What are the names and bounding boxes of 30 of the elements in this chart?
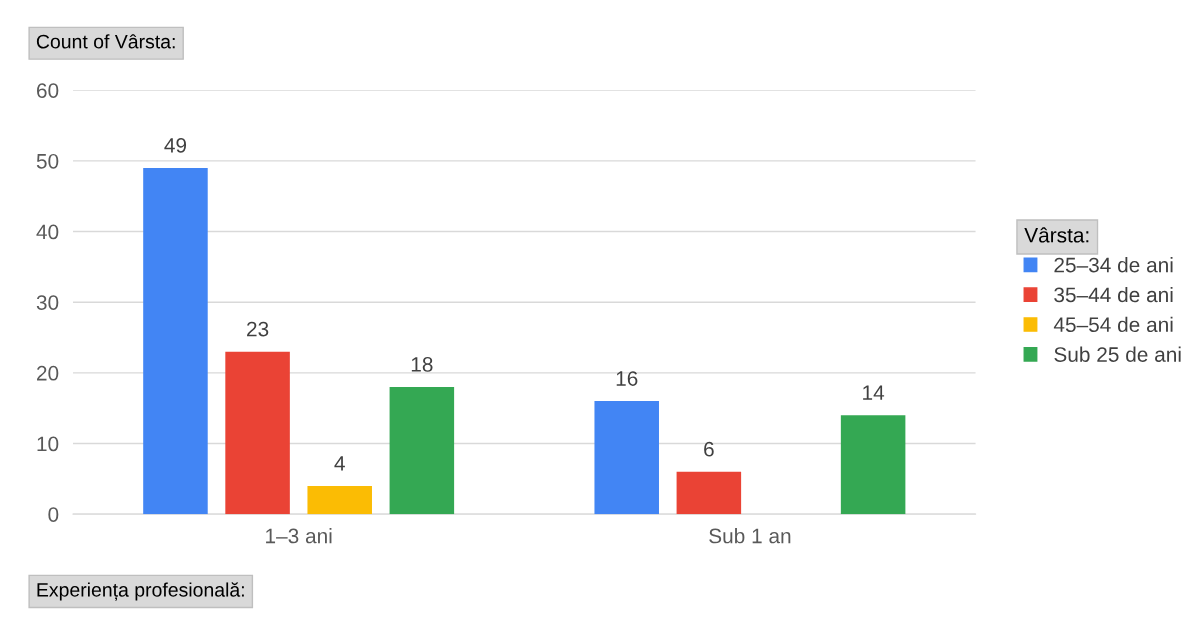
y-tick-label: 60 (37, 83, 59, 98)
y-tick-label: 40 (36, 224, 59, 240)
data-label: 4 (334, 456, 345, 471)
data-label: 14 (863, 385, 885, 400)
x-axis-title: Experiența profesională: (37, 582, 244, 601)
bar (676, 471, 742, 515)
y-tick-label: 10 (37, 436, 59, 452)
x-tick-label: 1–3 ani (266, 528, 332, 544)
y-axis-title: Count of Vârsta: (36, 34, 175, 49)
legend-title: Vârsta: (1024, 227, 1089, 243)
bar (389, 386, 455, 515)
data-label: 18 (411, 357, 433, 372)
data-label: 16 (616, 371, 638, 386)
legend-label: 45–54 de ani (1053, 316, 1173, 333)
bar (225, 351, 290, 515)
data-label: 49 (164, 137, 187, 153)
bar (840, 415, 906, 515)
data-label: 23 (247, 321, 269, 337)
legend-label: Sub 25 de ani (1054, 346, 1181, 362)
y-tick-label: 20 (37, 365, 59, 381)
bar (307, 485, 372, 515)
bar (143, 167, 208, 515)
y-tick-label: 0 (48, 507, 59, 522)
data-label: 6 (704, 441, 714, 457)
legend-label: 35–44 de ani (1054, 286, 1173, 303)
x-tick-label: Sub 1 an (709, 528, 791, 544)
legend-label: 25–34 de ani (1054, 257, 1173, 273)
y-tick-label: 50 (36, 153, 59, 169)
bar (594, 401, 659, 515)
y-tick-label: 30 (36, 295, 59, 310)
